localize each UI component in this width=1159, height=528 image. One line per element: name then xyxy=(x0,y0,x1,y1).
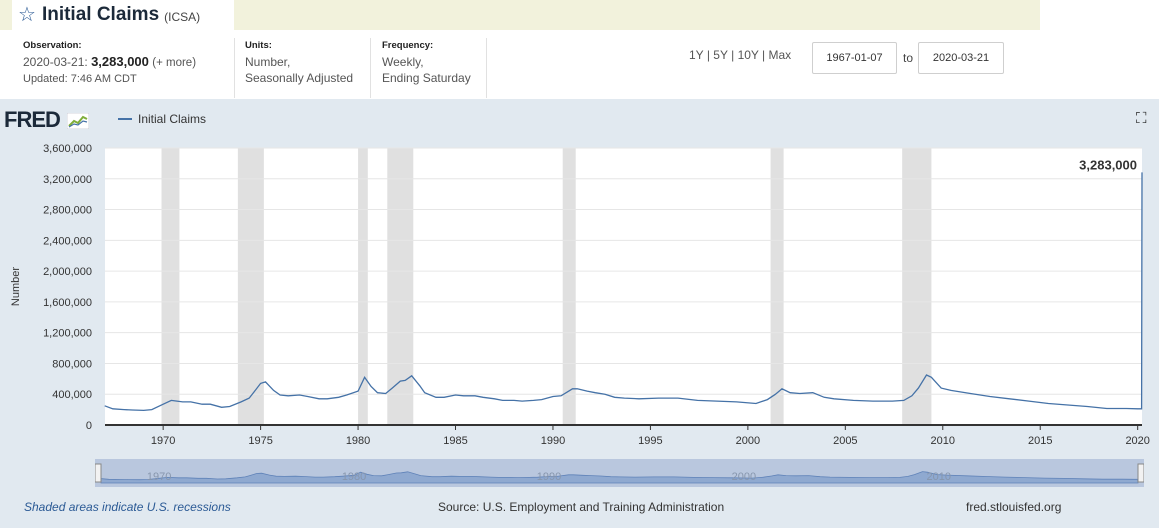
fullscreen-icon[interactable]: ⛶ xyxy=(1136,110,1147,127)
y-tick-label: 1,200,000 xyxy=(43,328,92,340)
recession-band xyxy=(387,148,414,425)
legend-swatch xyxy=(118,118,132,120)
series-line-initial-claims xyxy=(104,172,1143,412)
gridlines xyxy=(105,147,1142,395)
frequency-line1: Weekly, xyxy=(382,55,424,69)
y-axis-ticks: 0 400,000 800,000 1,200,000 1,600,000 2,000,0… xyxy=(43,143,92,432)
frequency-line2: Ending Saturday xyxy=(382,71,471,85)
range-separator: | xyxy=(706,48,710,62)
range-selector: 1Y | 5Y | 10Y | Max xyxy=(689,48,791,62)
units-label: Units: xyxy=(245,40,272,51)
x-tick-label: 2000 xyxy=(736,435,760,447)
x-tick-label: 2005 xyxy=(833,435,857,447)
last-value-label: 3,283,000 xyxy=(1079,157,1137,172)
navigator-label: 2010 xyxy=(927,471,951,483)
navigator-right-handle[interactable] xyxy=(1137,463,1144,483)
y-tick-label: 0 xyxy=(86,420,92,432)
x-axis-ticks: 1970 1975 1980 1985 1990 1995 2000 2005 2010 2015… xyxy=(151,425,1150,447)
y-tick-label: 2,800,000 xyxy=(43,205,92,217)
range-separator: | xyxy=(731,48,735,62)
frequency-label: Frequency: xyxy=(382,40,434,51)
observation-date: 2020-03-21: xyxy=(23,55,88,69)
y-tick-label: 2,400,000 xyxy=(43,235,92,247)
recession-band xyxy=(770,148,784,425)
navigator-label: 1980 xyxy=(342,471,366,483)
divider xyxy=(234,38,235,98)
recession-band xyxy=(902,148,932,425)
units-line2: Seasonally Adjusted xyxy=(245,71,354,85)
x-tick-label: 1980 xyxy=(346,435,370,447)
x-tick-label: 1970 xyxy=(151,435,175,447)
page-title: Initial Claims xyxy=(41,4,160,25)
range-separator: | xyxy=(762,48,766,62)
recession-band xyxy=(562,148,576,425)
divider xyxy=(370,38,371,98)
divider xyxy=(486,38,487,98)
source-text: Source: U.S. Employment and Training Adm… xyxy=(438,500,725,514)
fred-logo-text: FRED xyxy=(4,107,61,132)
series-code: (ICSA) xyxy=(164,10,201,24)
x-tick-label: 1995 xyxy=(638,435,662,447)
units-line1: Number, xyxy=(245,55,291,69)
title-box: ☆ Initial Claims (ICSA) xyxy=(12,0,234,30)
y-tick-label: 400,000 xyxy=(52,389,92,401)
observation-block: Observation: 2020-03-21: 3,283,000 (+ mo… xyxy=(23,38,196,87)
star-icon[interactable]: ☆ xyxy=(18,4,36,26)
x-tick-label: 2020 xyxy=(1125,435,1149,447)
frequency-block: Frequency: Weekly, Ending Saturday xyxy=(382,38,471,86)
plot-area xyxy=(105,148,1142,425)
navigator-label: 1970 xyxy=(147,471,171,483)
recession-band xyxy=(358,148,368,425)
observation-label: Observation: xyxy=(23,40,82,51)
start-date-input[interactable]: 1967-01-07 xyxy=(812,42,897,74)
legend-label: Initial Claims xyxy=(138,112,207,126)
fred-logo: FRED xyxy=(4,107,90,133)
end-date-input[interactable]: 2020-03-21 xyxy=(918,42,1004,74)
updated-text: Updated: 7:46 AM CDT xyxy=(23,73,137,85)
observation-value: 3,283,000 xyxy=(91,54,149,69)
range-1y-button[interactable]: 1Y xyxy=(689,48,704,62)
x-tick-label: 1975 xyxy=(248,435,272,447)
range-navigator[interactable]: 1970 1980 1990 2000 2010 xyxy=(95,459,1144,487)
y-tick-label: 2,000,000 xyxy=(43,266,92,278)
range-max-button[interactable]: Max xyxy=(768,48,792,62)
recession-shading xyxy=(161,148,932,425)
navigator-label: 1990 xyxy=(537,471,561,483)
navigator-labels: 1970 1980 1990 2000 2010 xyxy=(147,471,951,483)
x-tick-label: 1985 xyxy=(443,435,467,447)
site-link[interactable]: fred.stlouisfed.org xyxy=(966,500,1062,514)
more-link[interactable]: (+ more) xyxy=(152,57,197,69)
units-block: Units: Number, Seasonally Adjusted xyxy=(245,38,353,86)
recession-band xyxy=(237,148,264,425)
recession-band xyxy=(161,148,180,425)
y-tick-label: 3,600,000 xyxy=(43,143,92,155)
y-tick-label: 1,600,000 xyxy=(43,297,92,309)
x-tick-label: 1990 xyxy=(541,435,565,447)
navigator-label: 2000 xyxy=(732,471,756,483)
y-tick-label: 3,200,000 xyxy=(43,174,92,186)
fred-logo-icon xyxy=(66,112,90,130)
chart-legend: Initial Claims xyxy=(118,112,206,126)
y-axis-label: Number xyxy=(10,267,22,306)
range-5y-button[interactable]: 5Y xyxy=(713,48,728,62)
chart-svg: 0 400,000 800,000 1,200,000 1,600,000 2,000,0… xyxy=(10,143,1150,447)
navigator-series xyxy=(100,471,1139,484)
navigator-left-handle[interactable] xyxy=(95,463,102,483)
recession-note[interactable]: Shaded areas indicate U.S. recessions xyxy=(24,500,231,514)
y-tick-label: 800,000 xyxy=(52,358,92,370)
x-tick-label: 2010 xyxy=(931,435,955,447)
range-10y-button[interactable]: 10Y xyxy=(737,48,759,62)
x-tick-label: 2015 xyxy=(1028,435,1052,447)
to-label: to xyxy=(903,51,914,65)
